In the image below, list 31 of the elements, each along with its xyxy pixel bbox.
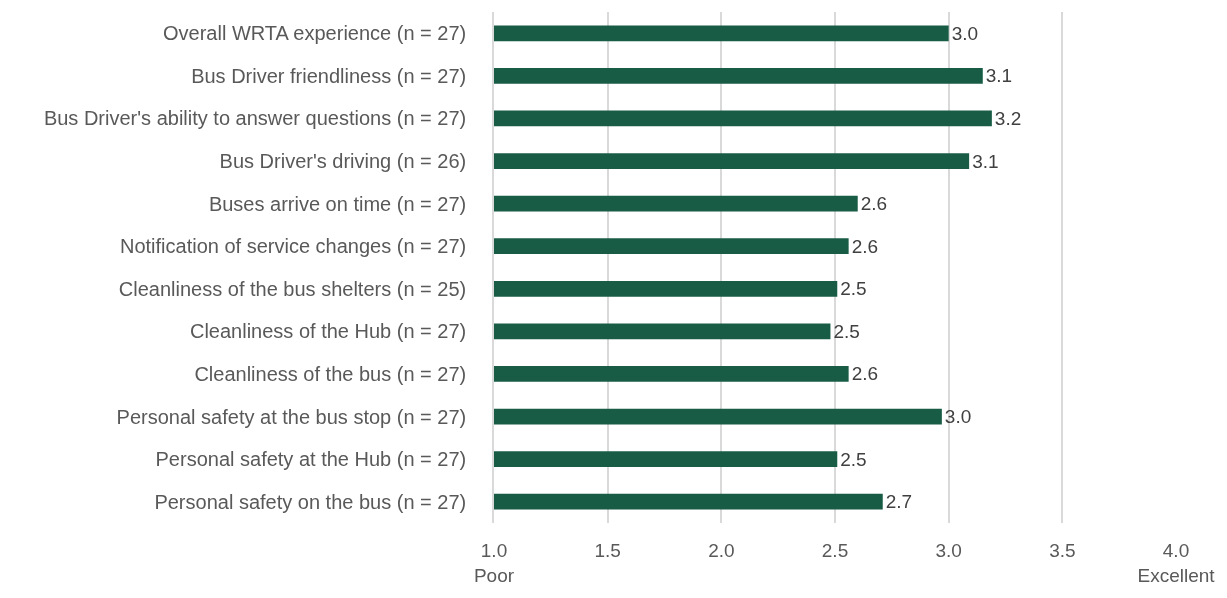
x-tick-label: 2.0 [708, 540, 735, 561]
data-label: 2.5 [840, 448, 867, 470]
y-tick-label: Overall WRTA experience (n = 27) [162, 22, 467, 45]
x-tick-label: 1.0 Poor [473, 540, 515, 586]
x-tick-label: 3.5 [1049, 540, 1076, 561]
data-label: 2.6 [860, 193, 888, 215]
data-label: 2.5 [833, 320, 860, 342]
y-tick-label: Notification of service changes (n = 27) [119, 235, 467, 258]
y-tick-label: Cleanliness of the bus shelters (n = 25) [118, 277, 467, 300]
x-tick-label: 4.0 Excellent [1137, 540, 1216, 586]
data-label: 3.1 [972, 150, 999, 172]
data-label: 2.6 [851, 363, 879, 385]
data-label: 3.1 [985, 65, 1013, 87]
x-tick-label: 3.0 [935, 540, 962, 561]
x-tick-label: 2.5 [821, 540, 849, 561]
y-tick-label: Bus Driver's ability to answer questions (n = 27) [43, 107, 467, 130]
y-tick-label: Bus Driver's driving (n = 26) [219, 150, 467, 173]
y-tick-label: Bus Driver friendliness (n = 27) [191, 64, 467, 87]
y-tick-label: Buses arrive on time (n = 27) [208, 192, 467, 215]
y-tick-label: Personal safety at the bus stop (n = 27) [116, 405, 467, 428]
data-label: 3.0 [944, 406, 972, 428]
x-tick-label: 1.5 [594, 540, 621, 561]
data-label: 3.0 [951, 22, 979, 44]
y-tick-label: Personal safety at the Hub (n = 27) [155, 448, 467, 471]
data-label: 3.2 [994, 107, 1022, 129]
data-label: 2.6 [851, 235, 879, 257]
y-tick-label: Cleanliness of the Hub (n = 27) [189, 320, 467, 343]
y-tick-label: Cleanliness of the bus (n = 27) [194, 362, 467, 385]
data-label: 2.7 [885, 491, 913, 513]
y-tick-label: Personal safety on the bus (n = 27) [154, 490, 467, 513]
data-label: 2.5 [840, 278, 867, 300]
